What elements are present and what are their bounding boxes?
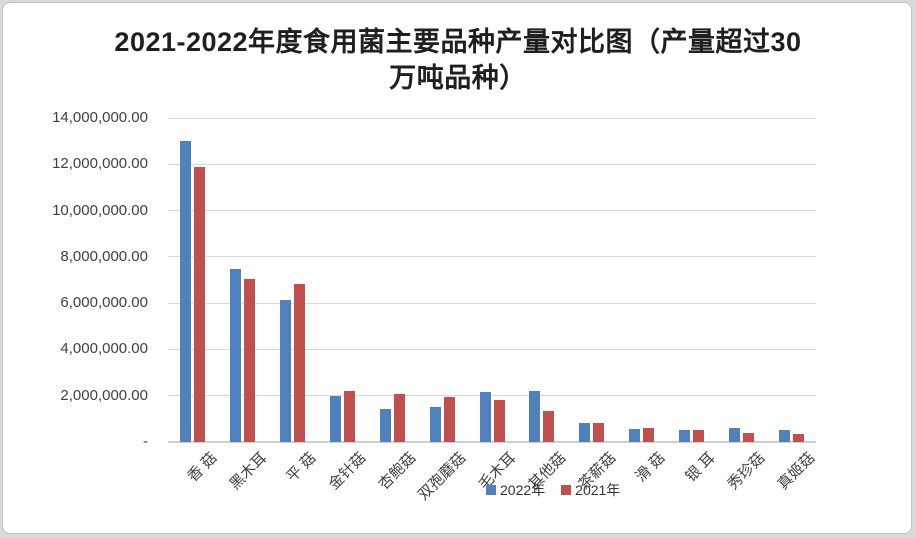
bar-2021年-茶薪菇 bbox=[593, 423, 605, 442]
bar-2021年-滑菇 bbox=[643, 428, 655, 442]
bar-2021年-真姬菇 bbox=[792, 434, 804, 442]
bar-2022年-真姬菇 bbox=[778, 430, 790, 442]
y-gridline bbox=[168, 117, 816, 119]
y-axis-tick-label: 2,000,000.00 bbox=[60, 386, 148, 404]
legend-item-2021年: 2021年 bbox=[561, 480, 620, 500]
x-axis-category-label: 黑木耳 bbox=[226, 449, 271, 494]
bar-2022年-银耳 bbox=[678, 430, 690, 442]
y-gridline bbox=[168, 302, 816, 304]
y-axis-tick-label: - bbox=[143, 433, 148, 450]
legend-label: 2022年 bbox=[500, 482, 546, 498]
y-gridline bbox=[168, 395, 816, 397]
y-axis-tick-label: 6,000,000.00 bbox=[60, 294, 148, 312]
bar-2021年-秀珍菇 bbox=[742, 433, 754, 442]
x-axis-category-label: 杏鲍菇 bbox=[375, 449, 420, 494]
y-axis-tick-label: 12,000,000.00 bbox=[52, 155, 148, 173]
bar-2021年-毛木耳 bbox=[493, 400, 505, 442]
legend-swatch-icon bbox=[486, 485, 496, 495]
bar-2022年-金针菇 bbox=[329, 396, 341, 442]
y-gridline bbox=[168, 256, 816, 258]
x-axis-category-label: 双孢蘑菇 bbox=[415, 449, 470, 504]
legend: 2022年 2021年 bbox=[486, 480, 620, 500]
y-gridline bbox=[168, 210, 816, 212]
bar-2021年-双孢蘑菇 bbox=[443, 397, 455, 442]
x-axis-category-label: 真姬菇 bbox=[774, 449, 819, 494]
x-axis-category-label: 银 耳 bbox=[682, 449, 719, 486]
bar-2021年-香菇 bbox=[194, 167, 206, 442]
chart-title-line2: 万吨品种） bbox=[389, 63, 527, 93]
x-axis-category-label: 平 菇 bbox=[283, 449, 320, 486]
y-axis-tick-label: 10,000,000.00 bbox=[52, 201, 148, 219]
x-axis-category-label: 滑 菇 bbox=[632, 449, 669, 486]
y-axis-tick-label: 4,000,000.00 bbox=[60, 340, 148, 358]
bar-2022年-香菇 bbox=[180, 141, 192, 442]
bar-2022年-杏鲍菇 bbox=[379, 409, 391, 442]
x-axis-category-label: 秀珍菇 bbox=[724, 449, 769, 494]
bar-2022年-滑菇 bbox=[629, 429, 641, 442]
x-axis-category-label: 香 菇 bbox=[184, 449, 221, 486]
chart-title: 2021-2022年度食用菌主要品种产量对比图（产量超过30 万吨品种） bbox=[0, 24, 916, 96]
bar-2022年-双孢蘑菇 bbox=[429, 407, 441, 442]
bar-2022年-黑木耳 bbox=[230, 269, 242, 442]
bar-2022年-茶薪菇 bbox=[579, 423, 591, 442]
y-gridline bbox=[168, 163, 816, 165]
y-axis-tick-label: 14,000,000.00 bbox=[52, 109, 148, 126]
bar-2021年-金针菇 bbox=[343, 391, 355, 442]
bar-2022年-平菇 bbox=[280, 300, 292, 442]
bar-2021年-其他菇 bbox=[543, 411, 555, 442]
legend-item-2022年: 2022年 bbox=[486, 480, 545, 500]
bar-2021年-杏鲍菇 bbox=[393, 394, 405, 442]
y-axis-tick-label: 8,000,000.00 bbox=[60, 247, 148, 265]
bar-2021年-平菇 bbox=[294, 284, 306, 442]
bar-2022年-秀珍菇 bbox=[728, 428, 740, 442]
bar-2022年-毛木耳 bbox=[479, 392, 491, 442]
x-axis-line bbox=[168, 441, 816, 443]
x-axis-category-label: 金针菇 bbox=[325, 449, 370, 494]
y-gridline bbox=[168, 348, 816, 350]
legend-label: 2021年 bbox=[575, 482, 621, 498]
legend-swatch-icon bbox=[561, 485, 572, 495]
bar-2022年-其他菇 bbox=[529, 391, 541, 442]
bar-2021年-银耳 bbox=[692, 430, 704, 442]
chart-title-line1: 2021-2022年度食用菌主要品种产量对比图（产量超过30 bbox=[114, 27, 802, 57]
bar-2021年-黑木耳 bbox=[244, 279, 256, 442]
